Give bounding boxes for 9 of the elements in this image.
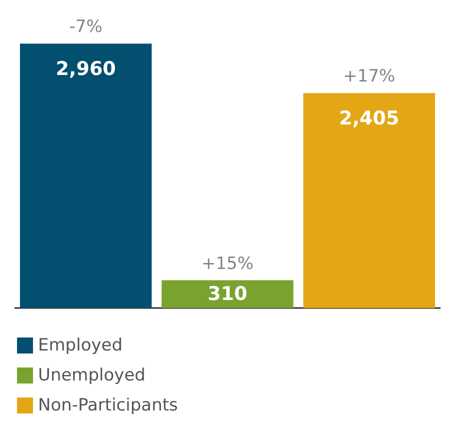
- legend-label: Unemployed: [38, 366, 146, 386]
- annotation: -7%: [69, 17, 102, 38]
- data-label: 2,960: [56, 58, 116, 80]
- data-label: 310: [208, 283, 248, 306]
- annotation: +15%: [201, 254, 254, 274]
- legend-label: Non-Participants: [38, 396, 178, 416]
- data-label: 2,405: [339, 108, 400, 130]
- annotation: +17%: [343, 66, 396, 87]
- legend-label: Employed: [38, 336, 123, 356]
